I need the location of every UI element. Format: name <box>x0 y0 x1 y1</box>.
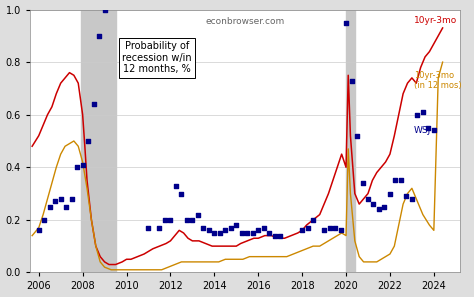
Point <box>205 228 213 233</box>
Point <box>244 230 251 235</box>
Point <box>430 128 438 133</box>
Point <box>216 230 224 235</box>
Point <box>178 191 185 196</box>
Point <box>370 202 377 206</box>
Point <box>255 228 262 233</box>
Point <box>397 178 405 183</box>
Point <box>221 228 229 233</box>
Point <box>145 225 152 230</box>
Point <box>68 196 75 201</box>
Point <box>227 225 235 230</box>
Text: 10yr-3mo
(in 12 mos): 10yr-3mo (in 12 mos) <box>414 71 462 90</box>
Point <box>353 133 361 138</box>
Point <box>63 204 70 209</box>
Point <box>348 78 356 83</box>
Point <box>419 110 427 114</box>
Point <box>392 178 399 183</box>
Point <box>101 7 109 12</box>
Point <box>304 225 311 230</box>
Point <box>155 225 163 230</box>
Point <box>276 233 284 238</box>
Point <box>232 223 240 228</box>
Point <box>172 183 180 188</box>
Point <box>46 204 54 209</box>
Point <box>79 162 86 167</box>
Point <box>271 233 279 238</box>
Point <box>320 228 328 233</box>
Point <box>408 196 416 201</box>
Point <box>331 225 339 230</box>
Point <box>200 225 207 230</box>
Bar <box>346 10 355 272</box>
Point <box>310 217 317 222</box>
Point <box>210 230 218 235</box>
Point <box>194 212 201 217</box>
Point <box>386 191 394 196</box>
Point <box>40 217 48 222</box>
Point <box>402 194 410 199</box>
Point <box>35 228 43 233</box>
Point <box>265 230 273 235</box>
Point <box>249 230 256 235</box>
Point <box>425 125 432 130</box>
Point <box>183 217 191 222</box>
Point <box>238 230 246 235</box>
Point <box>189 217 196 222</box>
Point <box>260 225 267 230</box>
Point <box>95 34 103 38</box>
Text: 10yr-3mo: 10yr-3mo <box>414 15 457 25</box>
Point <box>337 228 344 233</box>
Point <box>342 20 350 25</box>
Point <box>90 102 97 107</box>
Point <box>167 217 174 222</box>
Point <box>381 204 388 209</box>
Text: Probability of
recession w/in
12 months, %: Probability of recession w/in 12 months,… <box>122 41 191 74</box>
Point <box>414 112 421 117</box>
Point <box>51 199 59 204</box>
Text: WSJ: WSJ <box>414 126 431 135</box>
Point <box>375 207 383 212</box>
Text: econbrowser.com: econbrowser.com <box>205 18 285 26</box>
Point <box>364 196 372 201</box>
Point <box>73 165 81 170</box>
Point <box>326 225 333 230</box>
Bar <box>81 10 116 272</box>
Point <box>84 139 92 143</box>
Point <box>161 217 169 222</box>
Point <box>57 196 64 201</box>
Point <box>359 181 366 185</box>
Point <box>298 228 306 233</box>
